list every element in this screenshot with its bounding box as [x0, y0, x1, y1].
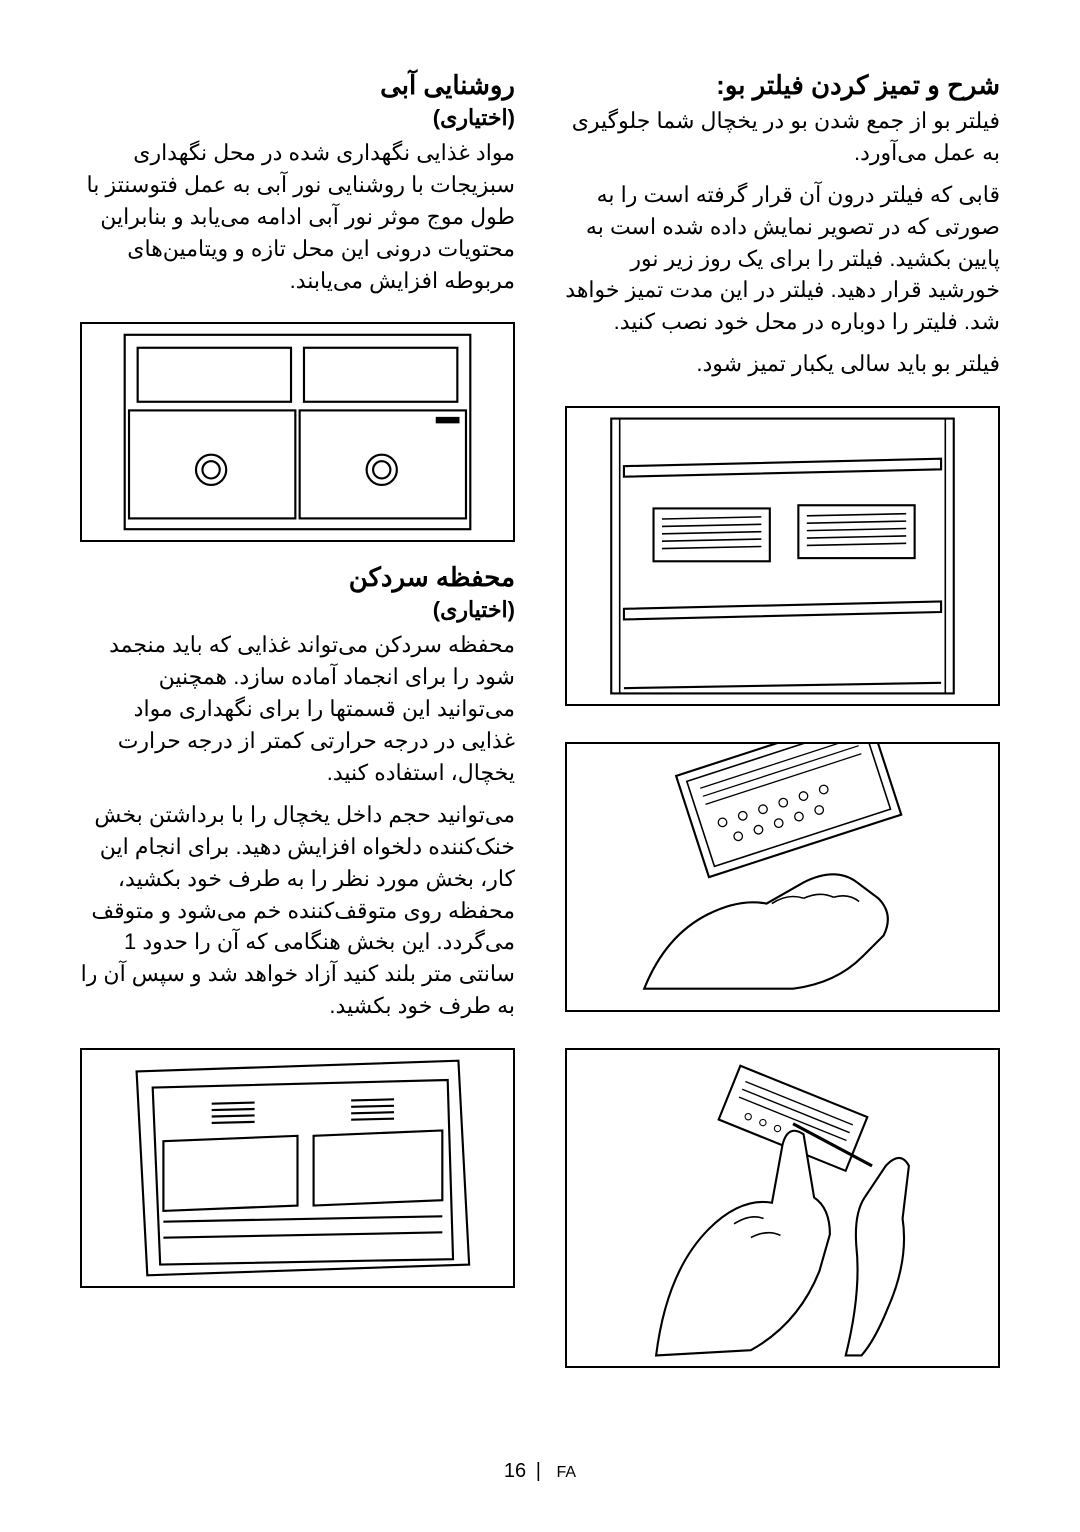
heading-blue-light: روشنایی آبی: [80, 70, 515, 101]
para-chiller-1: محفظه سردکن می‌تواند غذایی که باید منجمد…: [80, 629, 515, 788]
hands-insert-icon: [567, 1050, 998, 1366]
hand-filter-icon: [567, 744, 998, 1010]
heading-odor-filter: شرح و تمیز کردن فیلتر بو:: [565, 70, 1000, 101]
right-column: روشنایی آبی (اختیاری) مواد غذایی نگهداری…: [80, 70, 515, 1450]
para-filter-3: فیلتر بو باید سالی یکبار تمیز شود.: [565, 348, 1000, 380]
vents-icon: [567, 408, 998, 704]
page-language: FA: [557, 1464, 577, 1481]
drawers-icon: [82, 324, 513, 540]
para-filter-1: فیلتر بو از جمع شدن بو در یخچال شما جلوگ…: [565, 105, 1000, 169]
chiller-icon: [82, 1050, 513, 1286]
left-column: شرح و تمیز کردن فیلتر بو: فیلتر بو از جم…: [565, 70, 1000, 1450]
heading-chiller: محفظه سردکن: [80, 562, 515, 593]
figure-fridge-vents: [565, 406, 1000, 706]
page-footer: 16 | FA: [80, 1460, 1000, 1483]
page-container: روشنایی آبی (اختیاری) مواد غذایی نگهداری…: [80, 70, 1000, 1450]
footer-divider: |: [536, 1460, 541, 1483]
figure-chiller-compartment: [80, 1048, 515, 1288]
para-blue-light: مواد غذایی نگهداری شده در محل نگهداری سب…: [80, 137, 515, 296]
figure-drawers: [80, 322, 515, 542]
figure-hand-holding-filter: [565, 742, 1000, 1012]
page-number: 16: [504, 1460, 526, 1482]
para-chiller-2: می‌توانید حجم داخل یخچال را با برداشتن ب…: [80, 799, 515, 1022]
para-filter-2: قابی که فیلتر درون آن قرار گرفته است را …: [565, 179, 1000, 338]
subheading-optional-1: (اختیاری): [80, 105, 515, 131]
subheading-optional-2: (اختیاری): [80, 597, 515, 623]
figure-hands-inserting-filter: [565, 1048, 1000, 1368]
